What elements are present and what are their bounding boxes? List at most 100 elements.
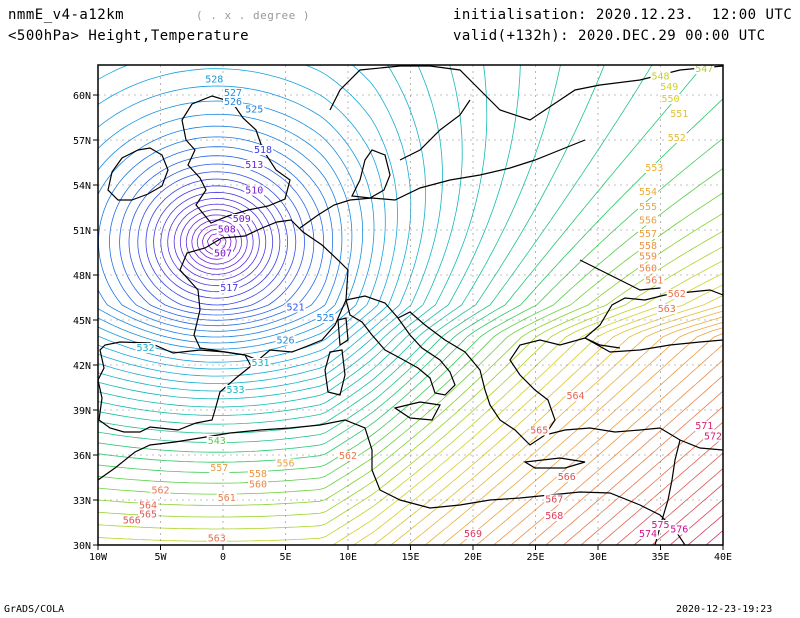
contour-label-bg <box>250 358 271 368</box>
contour-label: 533 <box>226 385 244 396</box>
contour-label-bg <box>638 263 658 274</box>
contour-label: 557 <box>639 229 657 240</box>
contour-label: 563 <box>658 304 676 315</box>
contour-label: 525 <box>245 105 263 116</box>
lat-tick-label: 42N <box>73 361 91 372</box>
coast-north-africa <box>98 419 686 545</box>
contour-label: 557 <box>210 463 228 474</box>
contour-541 <box>98 98 723 463</box>
contour-label-bg <box>216 224 237 235</box>
contour-label: 576 <box>670 525 688 536</box>
contour-label: 562 <box>151 486 169 497</box>
contour-label-bg <box>213 248 233 259</box>
contour-label-bg <box>703 431 723 442</box>
coast-sicily <box>393 401 441 421</box>
contour-label-bg <box>644 275 665 286</box>
contour-567 <box>651 483 723 545</box>
contour-536 <box>98 65 521 416</box>
contour-label-bg <box>544 494 565 505</box>
contour-label-bg <box>150 485 171 496</box>
contour-label: 564 <box>139 501 157 512</box>
contour-label-bg <box>121 515 142 526</box>
contour-label-bg <box>225 385 246 395</box>
contour-540 <box>98 65 704 453</box>
contour-label: 547 <box>695 64 713 75</box>
contour-529 <box>98 68 386 363</box>
contour-label-bg <box>666 289 687 299</box>
contour-label-bg <box>544 511 565 521</box>
contour-label: 561 <box>218 493 236 504</box>
contour-label: 509 <box>233 214 251 225</box>
contour-label-bg <box>204 74 225 85</box>
contour-label-bg <box>669 524 690 535</box>
lat-tick-label: 48N <box>73 271 91 282</box>
contour-label-bg <box>638 215 658 226</box>
contour-label-bg <box>206 533 227 544</box>
contour-526 <box>98 113 353 344</box>
contour-520 <box>137 171 297 311</box>
contour-label: 555 <box>639 202 657 213</box>
contour-label-bg <box>463 529 483 539</box>
contour-label-bg <box>216 493 237 503</box>
contour-label: 556 <box>276 459 294 470</box>
coast-sardinia <box>324 349 346 396</box>
contour-label-bg <box>694 64 715 74</box>
contour-554 <box>424 316 723 545</box>
contour-label: 558 <box>249 469 267 480</box>
contour-552 <box>390 304 723 545</box>
contour-label: 526 <box>224 97 242 108</box>
contour-525 <box>98 125 343 338</box>
contour-label: 527 <box>224 88 242 99</box>
contour-label-bg <box>231 214 252 224</box>
contour-label: 575 <box>651 520 669 531</box>
contour-label: 559 <box>639 252 657 263</box>
contour-label-bg <box>656 304 677 314</box>
contour-544 <box>98 192 723 495</box>
contour-label: 543 <box>208 436 226 447</box>
lat-tick-label: 45N <box>73 316 91 327</box>
init-time: initialisation: 2020.12.23. 12:00 UTC <box>453 7 793 23</box>
contour-label: 532 <box>136 343 154 354</box>
contour-label: 571 <box>695 421 713 432</box>
contour-label: 525 <box>316 313 334 324</box>
contour-label-bg <box>244 185 265 196</box>
contour-label: 566 <box>558 472 576 483</box>
lon-tick-label: 25E <box>526 552 544 563</box>
contour-label-bg <box>638 251 658 262</box>
contour-label-bg <box>219 283 240 293</box>
contour-label-bg <box>650 520 671 530</box>
contour-label-bg <box>223 88 243 98</box>
contour-532 <box>98 65 426 384</box>
contour-515 <box>173 203 260 281</box>
contour-label-bg <box>666 133 687 143</box>
contour-label: 508 <box>218 225 236 236</box>
contour-label: 531 <box>251 358 269 369</box>
contour-label-bg <box>638 529 658 539</box>
contour-label: 553 <box>645 163 663 174</box>
contour-label-bg <box>659 82 680 92</box>
contour-label-bg <box>565 391 586 401</box>
lon-tick-label: 20E <box>464 552 482 563</box>
contour-564 <box>598 437 723 545</box>
contour-label: 548 <box>651 72 669 83</box>
contour-label: 560 <box>249 480 267 491</box>
field-title: <500hPa> Height,Temperature <box>8 28 250 44</box>
lat-tick-label: 60N <box>73 91 91 102</box>
contour-533 <box>98 65 443 392</box>
contour-label-bg <box>315 313 336 323</box>
contour-label-bg <box>660 94 681 104</box>
lon-tick-label: 15E <box>401 552 419 563</box>
lat-lon-grid <box>98 65 723 545</box>
contour-530 <box>98 65 398 370</box>
contour-label-bg <box>244 160 265 170</box>
contour-516 <box>167 198 267 287</box>
contour-label-bg <box>206 436 227 446</box>
contour-label-bg <box>638 241 658 251</box>
contour-label-bg <box>223 97 243 107</box>
contour-label: 574 <box>639 529 657 540</box>
coast-turkey <box>544 427 723 451</box>
lon-tick-label: 40E <box>714 552 732 563</box>
coast-denmark <box>351 149 391 199</box>
model-name: nmmE_v4-a12km <box>8 7 125 23</box>
contour-label-bg <box>244 104 265 115</box>
